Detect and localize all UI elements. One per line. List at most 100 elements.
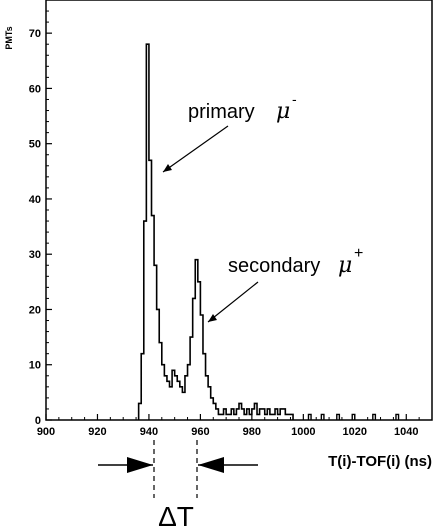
histogram-bin — [203, 354, 206, 420]
annotation-secondary-charge: + — [354, 245, 363, 262]
histogram-bin — [195, 260, 198, 420]
x-tick-label: 960 — [191, 426, 209, 438]
histogram-bin — [249, 414, 252, 420]
histogram-bin — [190, 337, 193, 420]
annotation-secondary-symbol: μ — [338, 253, 352, 278]
y-tick-label: 10 — [29, 360, 41, 372]
histogram-bin — [182, 392, 185, 420]
histogram-bin — [185, 376, 188, 420]
histogram-bin — [141, 354, 144, 420]
annotation-primary-arrowhead — [163, 164, 172, 172]
histogram-sparse-bin — [336, 413, 341, 420]
annotation-secondary-arrowhead — [208, 314, 217, 322]
histogram-bin — [224, 409, 227, 420]
x-tick-label: 980 — [243, 426, 261, 438]
y-tick-label: 0 — [35, 415, 41, 427]
annotation-primary-charge: - — [292, 91, 297, 107]
histogram-bin — [231, 409, 234, 420]
histogram-bin — [200, 315, 203, 420]
x-tick-label: 920 — [88, 426, 106, 438]
histogram-bin — [254, 403, 257, 420]
x-tick-label: 900 — [37, 426, 55, 438]
histogram-bin — [290, 414, 293, 420]
histogram-sparse-bin — [320, 413, 325, 420]
histogram-sparse-bin — [395, 413, 400, 420]
histogram-bin — [144, 221, 147, 420]
histogram-bin — [157, 309, 160, 420]
histogram-bin — [213, 403, 216, 420]
histogram-bin — [252, 409, 255, 420]
histogram-bin — [285, 414, 288, 420]
histogram — [137, 43, 400, 420]
plot-frame — [45, 0, 433, 421]
histogram-bin — [206, 376, 209, 420]
histogram-bin — [167, 381, 170, 420]
histogram-bin — [278, 414, 281, 420]
histogram-bin — [270, 414, 273, 420]
x-tick-label: 1000 — [291, 426, 315, 438]
histogram-bin — [267, 409, 270, 420]
histogram-sparse-bin — [307, 413, 312, 420]
histogram-bin — [152, 216, 155, 420]
delta-right-arrowhead — [198, 457, 224, 473]
histogram-bin — [162, 365, 165, 420]
histogram-bin — [146, 44, 149, 420]
y-tick-label: 30 — [29, 249, 41, 261]
histogram-bin — [139, 403, 142, 420]
annotation-primary: primary μ - — [162, 91, 297, 173]
histogram-bin — [216, 409, 219, 420]
y-tick-label: 20 — [29, 304, 41, 316]
histogram-bin — [188, 365, 191, 420]
x-tick-label: 940 — [140, 426, 158, 438]
histogram-bin — [244, 414, 247, 420]
histogram-outline — [137, 43, 294, 420]
y-tick-label: 60 — [29, 83, 41, 95]
histogram-bin — [177, 381, 180, 420]
annotation-primary-symbol: μ — [276, 99, 290, 124]
histogram-bin — [218, 414, 221, 420]
histogram-bin — [239, 403, 242, 420]
histogram-bin — [198, 282, 201, 420]
histogram-bin — [164, 376, 167, 420]
histogram-bin — [154, 265, 157, 420]
histogram-bin — [272, 414, 275, 420]
histogram-bin — [234, 414, 237, 420]
histogram-bin — [221, 414, 224, 420]
histogram-bin — [288, 414, 291, 420]
histogram-sparse-bin — [351, 413, 356, 420]
delta-t-indicator: ΔT — [98, 440, 258, 531]
annotation-primary-text: primary — [188, 101, 255, 123]
histogram-bin — [172, 370, 175, 420]
x-tick-label: 1020 — [343, 426, 367, 438]
x-axis-label: T(i)-TOF(i) (ns) — [328, 453, 432, 470]
axis-ticks: 900 920 940 960 980 1000 1020 10400102030405060… — [29, 0, 433, 438]
annotation-secondary-arrow — [207, 281, 259, 323]
histogram-bin — [247, 409, 250, 420]
histogram-bin — [226, 414, 229, 420]
annotation-secondary: secondary μ + — [207, 245, 363, 323]
x-tick-label: 1040 — [394, 426, 418, 438]
delta-t-label: ΔT — [158, 501, 194, 531]
annotation-primary-arrow — [162, 125, 229, 173]
histogram-bin — [211, 398, 214, 420]
histogram-bin — [236, 409, 239, 420]
y-tick-label: 50 — [29, 139, 41, 151]
histogram-bin — [175, 376, 178, 420]
histogram-bin — [180, 387, 183, 420]
histogram-bin — [193, 298, 196, 420]
histogram-bin — [257, 414, 260, 420]
histogram-bin — [283, 409, 286, 420]
histogram-bin — [275, 409, 278, 420]
histogram-bin — [280, 409, 283, 420]
y-tick-label: 40 — [29, 194, 41, 206]
histogram-bin — [260, 409, 263, 420]
histogram-bin — [159, 343, 162, 420]
histogram-bin — [265, 414, 268, 420]
y-axis-label: PMTs — [4, 26, 14, 49]
y-tick-label: 70 — [29, 28, 41, 40]
histogram-bin — [262, 409, 265, 420]
histogram-bin — [229, 414, 232, 420]
histogram-bin — [208, 387, 211, 420]
histogram-sparse-bin — [372, 413, 377, 420]
